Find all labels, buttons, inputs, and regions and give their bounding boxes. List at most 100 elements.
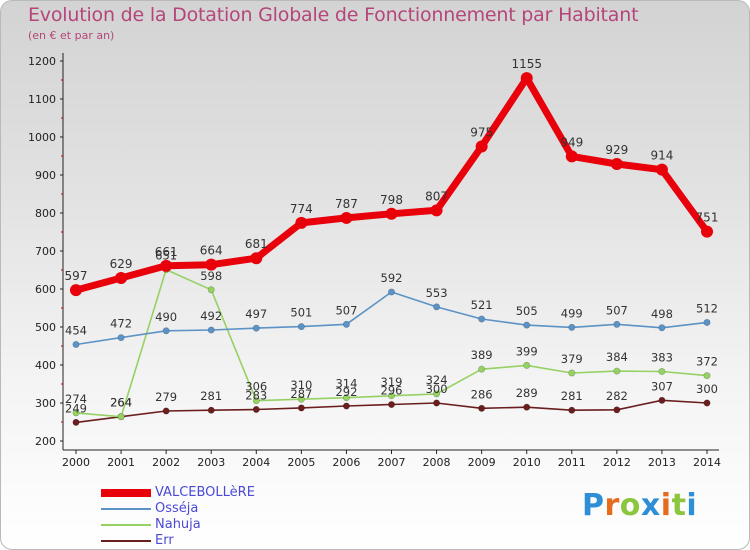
data-label-valceboll-re: 1155 (511, 57, 542, 71)
logo-letter: P (582, 488, 605, 523)
x-tick-label: 2005 (287, 456, 315, 469)
data-point-oss-ja (387, 288, 395, 296)
data-point-valceboll-re (115, 271, 128, 284)
data-point-valceboll-re (385, 207, 398, 220)
data-label-valceboll-re: 975 (470, 126, 493, 140)
data-point-nahuja (387, 392, 395, 400)
data-label-nahuja: 306 (245, 380, 267, 394)
legend-swatch (101, 508, 151, 510)
x-tick-label: 2012 (603, 456, 631, 469)
data-point-valceboll-re (160, 259, 173, 272)
data-point-oss-ja (117, 334, 125, 342)
data-label-oss-ja: 592 (381, 271, 403, 285)
data-point-nahuja (478, 365, 486, 373)
data-point-valceboll-re (340, 211, 353, 224)
legend-label: VALCEBOLLèRE (155, 485, 255, 500)
data-label-valceboll-re: 664 (200, 244, 223, 258)
data-label-valceboll-re: 949 (560, 135, 583, 149)
data-point-oss-ja (342, 320, 350, 328)
data-label-valceboll-re: 597 (65, 269, 88, 283)
legend-swatch (101, 489, 151, 497)
data-label-oss-ja: 521 (471, 298, 493, 312)
data-point-err (297, 404, 305, 412)
x-tick-label: 2011 (558, 456, 586, 469)
y-tick-label: 800 (35, 207, 56, 220)
data-label-nahuja: 651 (155, 249, 177, 263)
data-label-err: 296 (381, 384, 403, 398)
data-label-nahuja: 319 (381, 375, 403, 389)
data-label-err: 283 (245, 388, 267, 402)
data-point-valceboll-re (565, 150, 578, 163)
data-label-err: 292 (335, 385, 357, 399)
data-point-err (568, 406, 576, 414)
data-label-nahuja: 384 (606, 350, 628, 364)
y-tick-label: 400 (35, 359, 56, 372)
data-label-oss-ja: 507 (606, 303, 628, 317)
data-point-err (703, 399, 711, 407)
data-point-err (72, 418, 80, 426)
y-tick-label: 200 (35, 435, 56, 448)
x-tick-label: 2013 (648, 456, 676, 469)
data-label-valceboll-re: 929 (605, 143, 628, 157)
data-point-oss-ja (297, 323, 305, 331)
data-point-nahuja (117, 413, 125, 421)
logo-letter: i (660, 488, 672, 523)
data-point-nahuja (297, 395, 305, 403)
chart-title: Evolution de la Dotation Globale de Fonc… (28, 4, 639, 26)
data-label-valceboll-re: 774 (290, 202, 313, 216)
data-label-oss-ja: 498 (651, 307, 673, 321)
data-point-oss-ja (658, 324, 666, 332)
logo-letter: r (604, 488, 620, 523)
data-point-err (523, 403, 531, 411)
x-tick-label: 2000 (62, 456, 90, 469)
data-point-valceboll-re (295, 216, 308, 229)
data-point-oss-ja (613, 320, 621, 328)
data-label-valceboll-re: 661 (155, 245, 178, 259)
data-label-err: 264 (110, 396, 132, 410)
data-label-err: 249 (65, 401, 87, 415)
legend-swatch (101, 524, 151, 526)
data-label-err: 282 (606, 389, 628, 403)
data-point-nahuja (613, 367, 621, 375)
data-label-oss-ja: 499 (561, 306, 583, 320)
data-point-valceboll-re (205, 258, 218, 271)
data-point-valceboll-re (70, 284, 82, 297)
data-label-valceboll-re: 807 (425, 189, 448, 203)
data-point-nahuja (658, 367, 666, 375)
axes: 200 300 400 500 600 700 800 900 1000 1100 1200 2000… (28, 53, 721, 469)
y-tick-label: 900 (35, 169, 56, 182)
data-point-nahuja (523, 361, 531, 369)
data-label-err: 289 (516, 386, 538, 400)
y-tick-label: 1100 (28, 93, 56, 106)
data-label-valceboll-re: 798 (380, 193, 403, 207)
data-point-err (478, 404, 486, 412)
y-tick-label: 1200 (28, 55, 56, 68)
data-label-err: 300 (426, 382, 448, 396)
data-label-nahuja: 383 (651, 350, 673, 364)
legend-label: Err (155, 533, 174, 548)
data-label-err: 281 (561, 389, 583, 403)
x-tick-label: 2002 (152, 456, 180, 469)
data-point-nahuja (703, 372, 711, 380)
data-point-oss-ja (162, 327, 170, 335)
data-label-err: 287 (290, 387, 312, 401)
data-label-nahuja: 324 (426, 373, 448, 387)
data-point-oss-ja (252, 324, 260, 332)
data-point-valceboll-re (520, 72, 533, 85)
y-tick-label: 500 (35, 321, 56, 334)
data-label-valceboll-re: 914 (650, 149, 673, 163)
data-point-nahuja (207, 286, 215, 294)
data-point-err (252, 405, 260, 413)
data-label-nahuja: 399 (516, 344, 538, 358)
data-label-valceboll-re: 751 (696, 211, 719, 225)
data-point-oss-ja (433, 303, 441, 311)
data-label-oss-ja: 501 (290, 306, 312, 320)
data-point-nahuja (433, 390, 441, 398)
data-label-nahuja: 598 (200, 269, 222, 283)
logo-letter: t (671, 488, 687, 523)
x-tick-label: 2003 (197, 456, 225, 469)
data-label-nahuja: 314 (335, 377, 357, 391)
data-label-nahuja: 379 (561, 352, 583, 366)
data-point-err (207, 406, 215, 414)
